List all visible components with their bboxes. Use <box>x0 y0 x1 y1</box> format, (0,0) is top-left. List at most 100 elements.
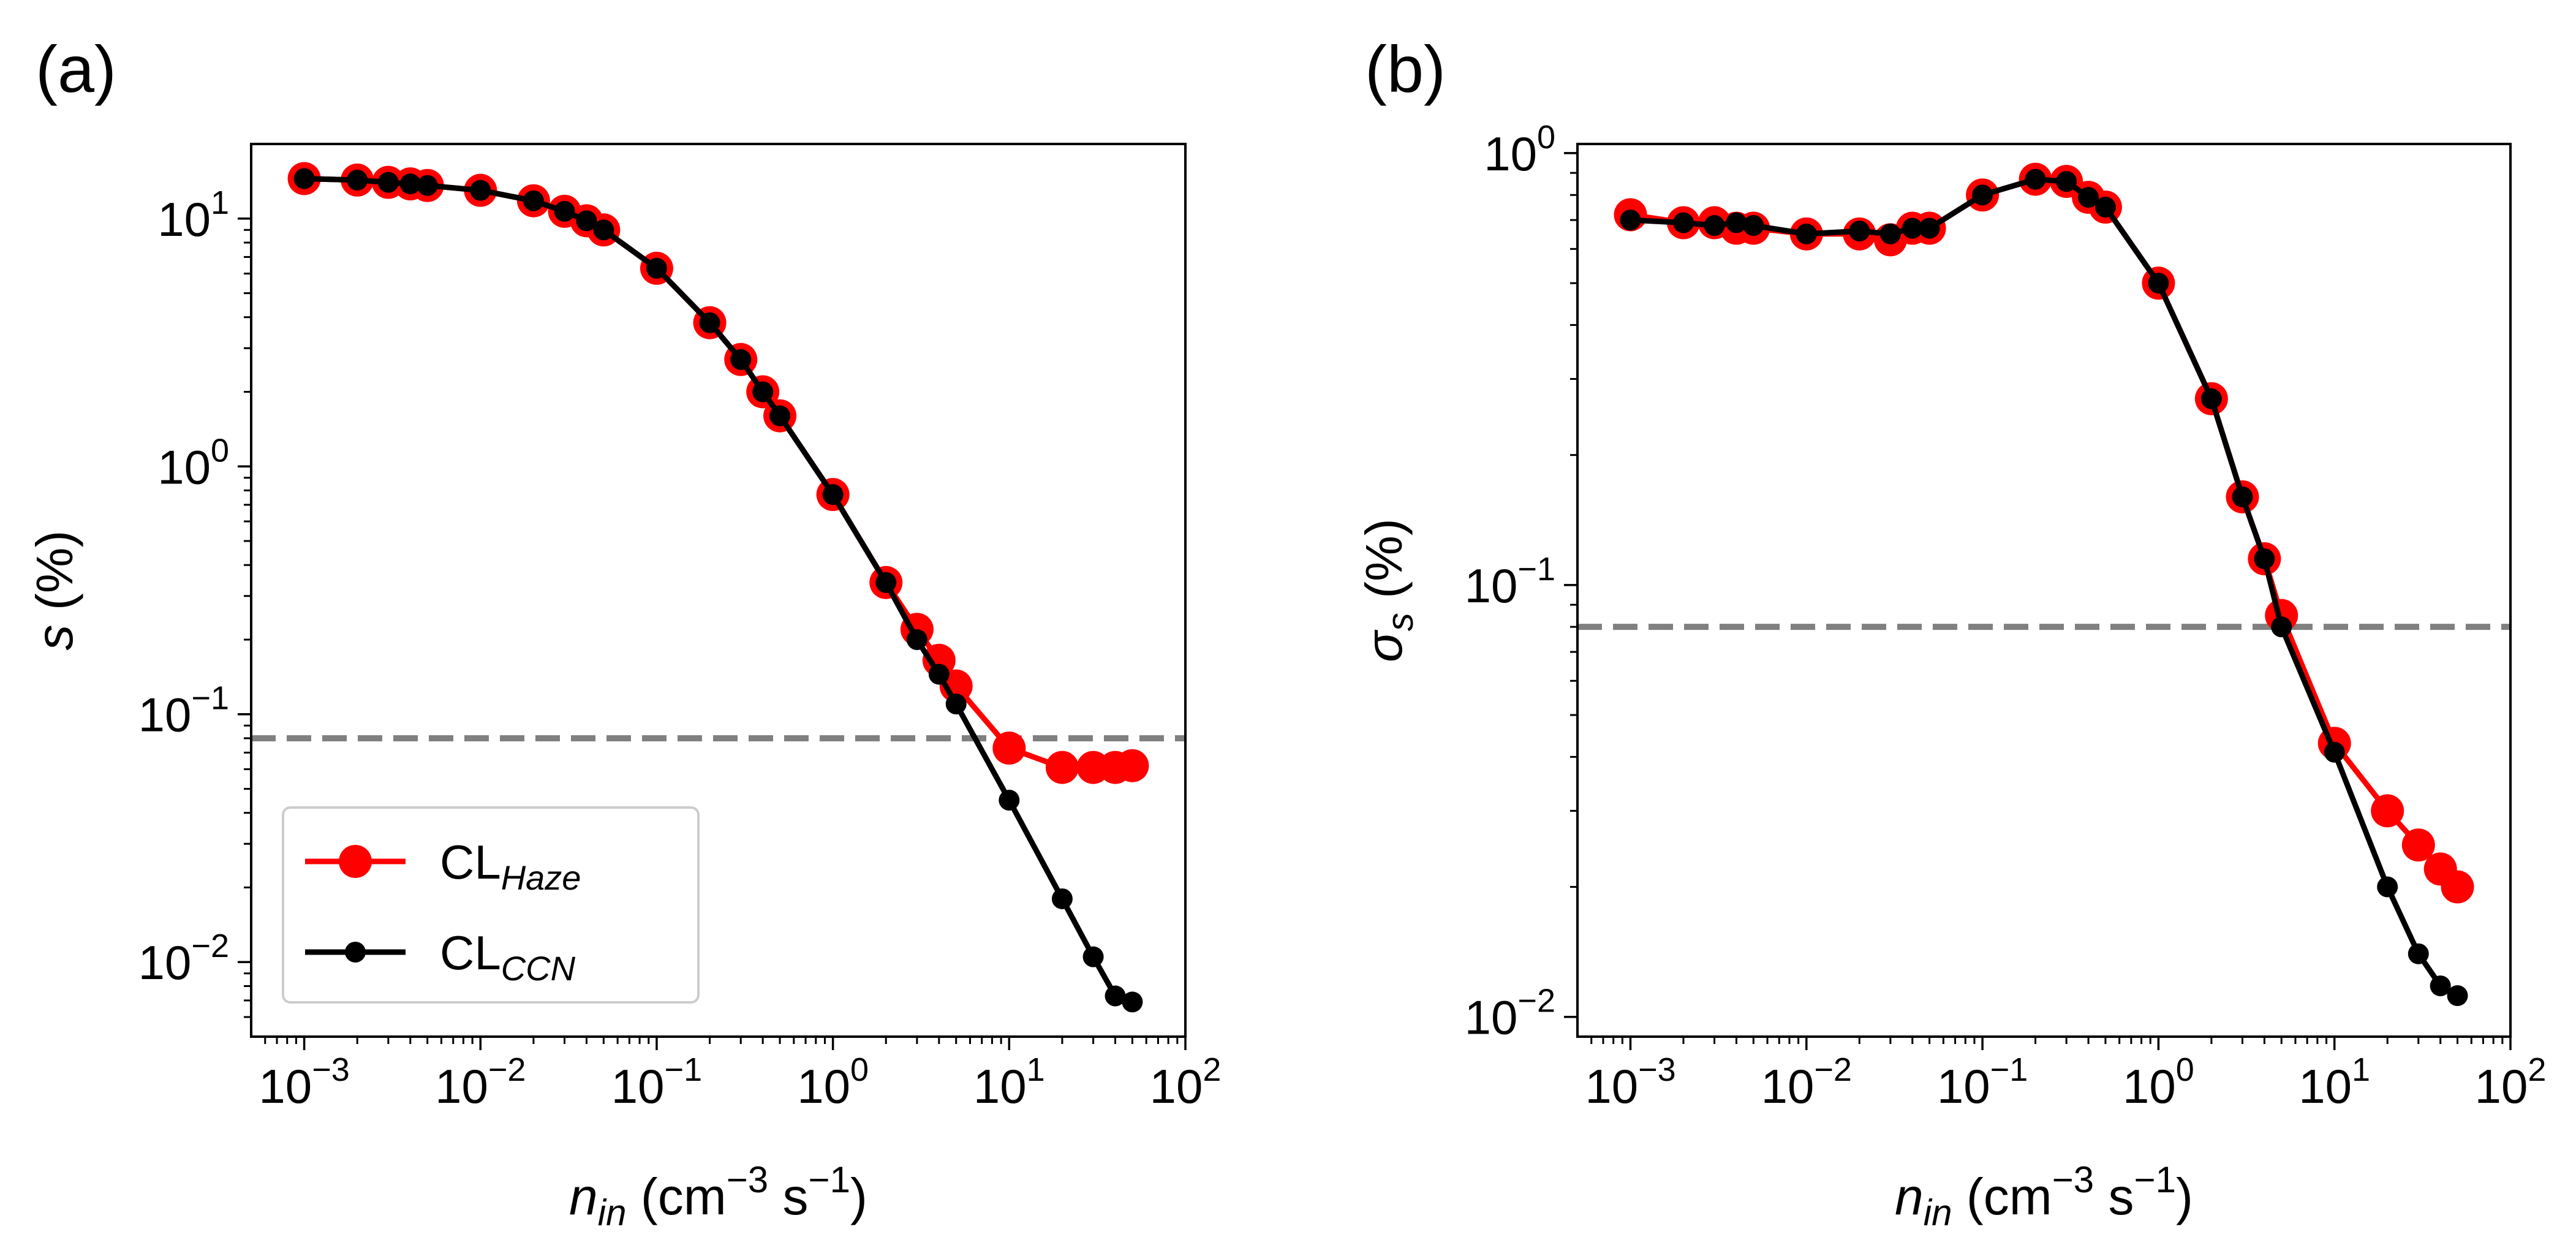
y-tick-label: 10−1 <box>1465 551 1555 613</box>
x-tick-base: 10 <box>1937 1059 1990 1113</box>
x-tick-label: 101 <box>2298 1051 2370 1113</box>
x-tick-label: 100 <box>797 1051 869 1113</box>
data-point-ccn <box>2078 187 2099 208</box>
data-point-ccn <box>945 694 967 715</box>
series-group <box>1614 162 2474 1007</box>
legend-label-main: CL <box>440 835 501 889</box>
x-tick-label: 10−2 <box>1761 1051 1852 1113</box>
data-point-ccn <box>822 484 844 505</box>
y-axis-var: σ <box>1355 629 1413 662</box>
data-point-ccn <box>2200 388 2222 409</box>
legend-marker <box>345 942 366 963</box>
x-tick-base: 10 <box>435 1059 488 1113</box>
x-axis-units: ) <box>850 1168 867 1225</box>
x-tick-base: 10 <box>2298 1059 2352 1113</box>
x-tick-exp: −2 <box>488 1051 526 1088</box>
x-axis-units: s <box>768 1168 808 1225</box>
panel-label: (a) <box>36 32 116 106</box>
y-tick-base: 10 <box>138 688 192 742</box>
x-tick-exp: 1 <box>1027 1051 1045 1088</box>
data-point-ccn <box>1919 218 1940 239</box>
data-point-ccn <box>875 572 897 593</box>
x-tick-label: 10−1 <box>611 1051 702 1113</box>
y-axis-units: (%) <box>1355 518 1413 613</box>
data-point-ccn <box>2232 486 2253 507</box>
data-point-ccn <box>2447 985 2468 1007</box>
data-point-ccn <box>730 349 752 370</box>
data-point-ccn <box>1972 184 1993 206</box>
x-tick-label: 10−1 <box>1937 1051 2028 1113</box>
x-tick-label: 10−3 <box>1585 1051 1675 1113</box>
data-point-ccn <box>2271 616 2292 638</box>
x-tick-label: 101 <box>973 1051 1045 1113</box>
x-axis-var-sub: in <box>1924 1192 1952 1233</box>
y-axis-title: s (%) <box>26 531 83 651</box>
x-tick-label: 100 <box>2123 1051 2194 1113</box>
axes-frame <box>250 143 1187 1038</box>
data-point-ccn <box>593 219 614 241</box>
data-point-ccn <box>417 175 438 196</box>
data-point-ccn <box>928 664 950 685</box>
data-point-haze <box>2401 828 2435 862</box>
data-point-ccn <box>1726 212 1747 233</box>
data-point-ccn <box>1849 221 1870 242</box>
data-point-ccn <box>2148 273 2169 294</box>
series-group <box>287 162 1149 1013</box>
x-axis-var: n <box>1895 1168 1924 1225</box>
data-point-haze <box>2441 870 2474 904</box>
x-axis-title: nin (cm−3 s−1) <box>1895 1159 2193 1233</box>
x-tick-exp: −2 <box>1814 1051 1852 1088</box>
data-point-ccn <box>2324 741 2345 763</box>
x-tick-base: 10 <box>797 1059 850 1113</box>
chart-panel-1: (a)10−3 10−2 10−1 100 101 10210−210−1100101ni… <box>26 32 1221 1233</box>
data-point-haze <box>2371 794 2404 828</box>
data-point-ccn <box>1122 991 1143 1013</box>
data-point-ccn <box>293 168 315 189</box>
data-point-ccn <box>2408 943 2429 964</box>
y-tick-label: 10−2 <box>138 928 229 989</box>
x-tick-exp: 2 <box>1203 1051 1221 1088</box>
x-axis-units-exp: −1 <box>809 1159 850 1200</box>
data-point-haze <box>992 732 1026 765</box>
y-tick-exp: −2 <box>191 928 229 964</box>
data-point-ccn <box>1902 218 1923 239</box>
y-tick-base: 10 <box>1484 127 1537 181</box>
panel-label: (b) <box>1365 32 1446 106</box>
axes-frame <box>1576 143 2512 1038</box>
data-point-ccn <box>523 190 544 211</box>
data-point-ccn <box>1743 215 1764 236</box>
data-point-ccn <box>2377 876 2398 898</box>
x-tick-base: 10 <box>1585 1059 1638 1113</box>
y-tick-base: 10 <box>138 936 192 989</box>
data-point-ccn <box>1672 212 1694 233</box>
data-point-ccn <box>1051 888 1073 909</box>
data-point-haze <box>1116 749 1149 782</box>
data-point-ccn <box>347 169 368 191</box>
data-point-ccn <box>906 629 927 650</box>
data-point-ccn <box>699 312 720 333</box>
x-tick-label: 10−2 <box>435 1051 526 1113</box>
x-tick-base: 10 <box>259 1059 312 1113</box>
y-tick-label: 100 <box>1484 119 1555 181</box>
legend-label: CLHaze <box>440 835 581 897</box>
data-point-ccn <box>752 381 774 403</box>
x-tick-label: 10−3 <box>259 1051 349 1113</box>
x-tick-exp: 1 <box>2352 1051 2370 1088</box>
data-point-ccn <box>2056 171 2077 192</box>
legend-marker <box>339 845 372 878</box>
y-tick-label: 10−2 <box>1465 983 1555 1045</box>
y-tick-exp: 1 <box>211 184 229 221</box>
y-axis-units: (%) <box>26 531 83 625</box>
y-tick-base: 10 <box>1465 991 1518 1045</box>
x-tick-exp: −3 <box>312 1051 350 1088</box>
data-point-ccn <box>1796 223 1817 244</box>
series-line-ccn <box>1630 176 2459 999</box>
data-point-ccn <box>1879 223 1901 244</box>
y-tick-base: 10 <box>1465 559 1518 613</box>
x-tick-exp: −1 <box>1990 1051 2028 1088</box>
x-tick-label: 102 <box>1150 1051 1222 1113</box>
data-point-ccn <box>646 257 667 279</box>
data-point-ccn <box>2430 975 2451 997</box>
x-axis-units-exp: −3 <box>2052 1159 2094 1200</box>
legend-label-sub: CCN <box>501 949 576 988</box>
